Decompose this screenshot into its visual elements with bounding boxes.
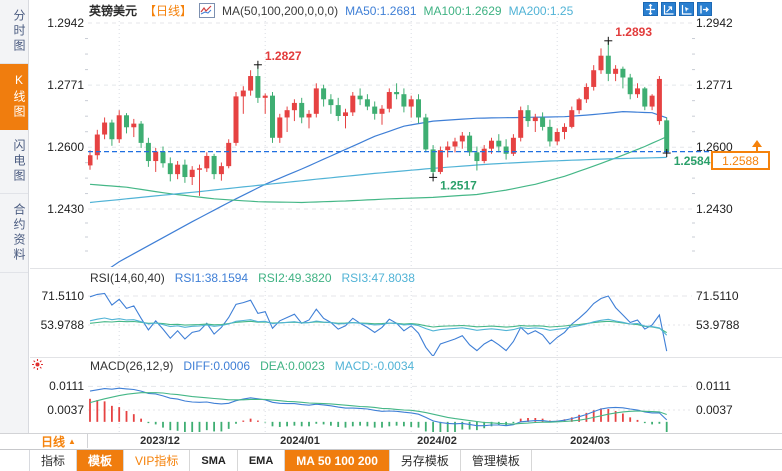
- ma50-value: MA50:1.2681: [345, 3, 417, 18]
- axis-tick-label: 0.0111: [49, 379, 84, 394]
- axis-tick-label: 71.5110: [696, 288, 739, 303]
- tab-vip-indicators[interactable]: VIP指标: [124, 450, 191, 471]
- tab-ma-50-100-200[interactable]: MA 50 100 200: [285, 450, 390, 471]
- price-direction-up-icon-stem: [756, 147, 758, 151]
- macd-settings-label: MACD(26,12,9): [90, 359, 174, 373]
- ma100-value: MA100:1.2629: [423, 3, 502, 18]
- axis-tick-label: 1.2430: [47, 201, 84, 216]
- period-selector-label: 日线: [41, 434, 66, 449]
- panel-separator: [30, 357, 782, 358]
- chart-header: 英镑美元 【日线】 MA(50,100,200,0,0,0) MA50:1.26…: [89, 2, 573, 19]
- axis-tick-label: 53.9788: [40, 318, 84, 332]
- axis-tick-label: 53.9788: [696, 318, 740, 332]
- date-tick-label: 2024/02: [417, 435, 457, 447]
- axis-tick-label: 1.2771: [47, 78, 84, 93]
- tab-save-template[interactable]: 另存模板: [390, 450, 461, 471]
- sidebar: 分时图 K线图 闪电图 合约资料: [0, 0, 29, 433]
- rsi1-value: RSI1:38.1594: [174, 271, 249, 285]
- rsi3-value: RSI3:47.8038: [341, 271, 415, 285]
- rsi-panel-header: RSI(14,60,40) RSI1:38.1594 RSI2:49.3820 …: [90, 271, 415, 285]
- date-tick-label: 2023/12: [140, 435, 180, 447]
- axis-tick-label: 1.2600: [696, 140, 733, 155]
- macd-alert-icon[interactable]: [31, 358, 44, 371]
- symbol-name: 英镑美元: [89, 4, 138, 18]
- axis-tick-label: 0.0037: [47, 403, 84, 417]
- ma200-value: MA200:1.25: [508, 3, 574, 18]
- axis-tick-label: 1.2430: [696, 201, 733, 216]
- axis-tick-label: 1.2771: [696, 78, 733, 93]
- tab-template[interactable]: 模板: [77, 450, 125, 471]
- chart-toolbar-icons: [643, 2, 712, 16]
- rsi-settings-label: RSI(14,60,40): [90, 271, 165, 285]
- current-price-badge: 1.2588: [711, 151, 770, 170]
- period-tag: 【日线】: [144, 4, 193, 18]
- pointer-mode-icon[interactable]: [679, 2, 694, 16]
- date-tick-label: 2024/03: [570, 435, 610, 447]
- macd-panel-header: MACD(26,12,9) DIFF:0.0006 DEA:0.0023 MAC…: [90, 359, 415, 373]
- axis-tick-label: 71.5110: [41, 288, 85, 303]
- panel-separator: [30, 268, 782, 269]
- tab-sma[interactable]: SMA: [190, 450, 238, 471]
- date-tick-label: 2024/01: [280, 435, 320, 447]
- fit-scale-icon[interactable]: [661, 2, 676, 16]
- sidebar-item-kline-chart[interactable]: K线图: [0, 64, 28, 130]
- axis-tick-label: 1.2942: [696, 16, 733, 30]
- axis-tick-label: 1.2600: [47, 140, 84, 155]
- ma-settings-label: MA(50,100,200,0,0,0): [222, 3, 339, 18]
- axis-tick-label: 0.0037: [696, 403, 733, 417]
- macd-value: MACD:-0.0034: [334, 359, 415, 373]
- sidebar-item-contract-info[interactable]: 合约资料: [0, 194, 28, 273]
- axis-tick-label: 0.0111: [696, 379, 731, 394]
- period-selector[interactable]: 日线 ▲: [30, 434, 88, 449]
- rsi2-value: RSI2:49.3820: [258, 271, 332, 285]
- dea-value: DEA:0.0023: [260, 359, 325, 373]
- sidebar-item-flash-chart[interactable]: 闪电图: [0, 130, 28, 194]
- axis-tick-label: 1.2942: [47, 16, 84, 30]
- tab-ema[interactable]: EMA: [238, 450, 286, 471]
- diff-value: DIFF:0.0006: [183, 359, 251, 373]
- indicator-chart-icon[interactable]: [199, 3, 216, 18]
- jump-to-latest-icon[interactable]: [697, 2, 712, 16]
- tab-indicators[interactable]: 指标: [30, 450, 78, 471]
- tab-manage-template[interactable]: 管理模板: [461, 450, 532, 471]
- x-axis-row: [0, 433, 782, 450]
- price-direction-up-icon: [752, 140, 762, 147]
- sidebar-border: [29, 433, 30, 471]
- pan-icon[interactable]: [643, 2, 658, 16]
- chevron-up-icon: ▲: [68, 436, 76, 446]
- bottom-toolbar: 指标 模板 VIP指标 SMA EMA MA 50 100 200 另存模板 管…: [30, 450, 782, 471]
- sidebar-item-time-chart[interactable]: 分时图: [0, 0, 28, 64]
